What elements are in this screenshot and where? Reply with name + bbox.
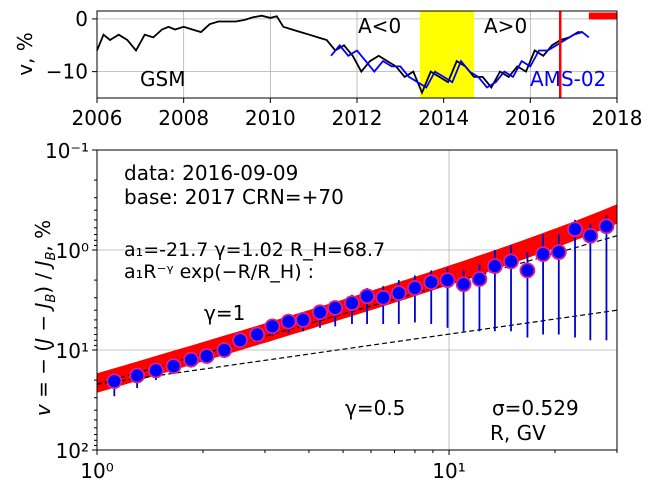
- data-point: [165, 358, 182, 375]
- data-point: [582, 227, 599, 244]
- annotation-params: a₁=-21.7 γ=1.02 R_H=68.7: [124, 239, 385, 261]
- bottom-y-tick-label: 10⁻¹: [45, 139, 89, 163]
- data-point: [312, 304, 328, 321]
- top-x-tick-label: 2016: [505, 106, 556, 130]
- data-point: [183, 351, 199, 368]
- data-point: [487, 258, 503, 275]
- top-ticks: 2006 2008 2010 2012 2014 2016 2018 0 −10: [46, 7, 643, 130]
- data-point: [455, 276, 472, 293]
- data-point: [216, 342, 233, 358]
- top-x-tick-label: 2010: [245, 106, 296, 130]
- data-point: [390, 285, 407, 302]
- bottom-ticks: 10⁰ 10¹ 10⁻¹ 10⁰ 10¹ 10²: [45, 139, 618, 483]
- top-series-group: [96, 14, 590, 96]
- data-point: [327, 300, 344, 316]
- bottom-x-axis-label: R, GV: [490, 421, 546, 445]
- top-x-tick-label: 2012: [332, 106, 383, 130]
- bottom-y-tick-label: 10⁰: [56, 239, 89, 263]
- data-point: [503, 253, 519, 270]
- data-point: [439, 272, 456, 289]
- data-points: [106, 218, 615, 390]
- data-point: [598, 218, 615, 235]
- data-point: [280, 313, 297, 330]
- top-annotation-gsm: GSM: [140, 67, 185, 91]
- data-point: [129, 367, 146, 384]
- bottom-x-tick-label: 10⁰: [80, 459, 113, 483]
- top-x-tick-label: 2006: [72, 106, 123, 130]
- data-point: [295, 311, 312, 328]
- bottom-axes-frame: [96, 149, 618, 451]
- data-point: [106, 373, 123, 390]
- data-point: [344, 295, 360, 312]
- data-point: [550, 244, 567, 261]
- annotation-gamma-1: γ=1: [204, 301, 245, 325]
- series-line-ams-02: [330, 31, 590, 89]
- data-point: [359, 288, 375, 305]
- annotation-formula: a₁R⁻ᵞ exp(−R/R_H) :: [124, 261, 314, 283]
- data-point: [249, 326, 266, 343]
- top-x-tick-label: 2008: [158, 106, 209, 130]
- top-y-axis-label: v, %: [13, 32, 37, 76]
- data-point: [375, 289, 392, 306]
- data-point: [148, 362, 164, 379]
- top-x-tick-label: 2018: [592, 106, 643, 130]
- data-point: [535, 246, 551, 263]
- bottom-x-tick-label: 10¹: [432, 459, 465, 483]
- bottom-panel: 10⁰ 10¹ 10⁻¹ 10⁰ 10¹ 10² data: 2016-09-09 bas…: [31, 139, 618, 483]
- data-point: [519, 262, 536, 279]
- top-annotation-a-pos: A>0: [484, 14, 527, 38]
- data-point: [264, 318, 281, 335]
- data-point: [198, 348, 215, 364]
- top-annotation-ams: AMS-02: [530, 67, 606, 91]
- top-y-tick-label: −10: [46, 60, 88, 84]
- data-point: [471, 271, 488, 287]
- data-point: [423, 274, 440, 291]
- data-point: [407, 280, 423, 296]
- annotation-base: base: 2017 CRN=+70: [124, 185, 344, 209]
- annotation-gamma-05: γ=0.5: [345, 396, 405, 420]
- top-y-tick-label: 0: [75, 7, 88, 31]
- bottom-y-axis-label: v = − (J − JB) / JB, %: [31, 220, 59, 416]
- top-panel: 2006 2008 2010 2012 2014 2016 2018 0 −10 A<0 A>0…: [13, 7, 642, 130]
- top-annotation-a-neg: A<0: [358, 14, 401, 38]
- bottom-y-tick-label: 10²: [56, 439, 89, 463]
- top-x-tick-label: 2014: [418, 106, 469, 130]
- data-point: [567, 221, 583, 238]
- data-point: [232, 332, 249, 349]
- bottom-y-tick-label: 10¹: [56, 339, 89, 363]
- annotation-sigma: σ=0.529: [492, 396, 579, 420]
- annotation-date: data: 2016-09-09: [124, 161, 298, 185]
